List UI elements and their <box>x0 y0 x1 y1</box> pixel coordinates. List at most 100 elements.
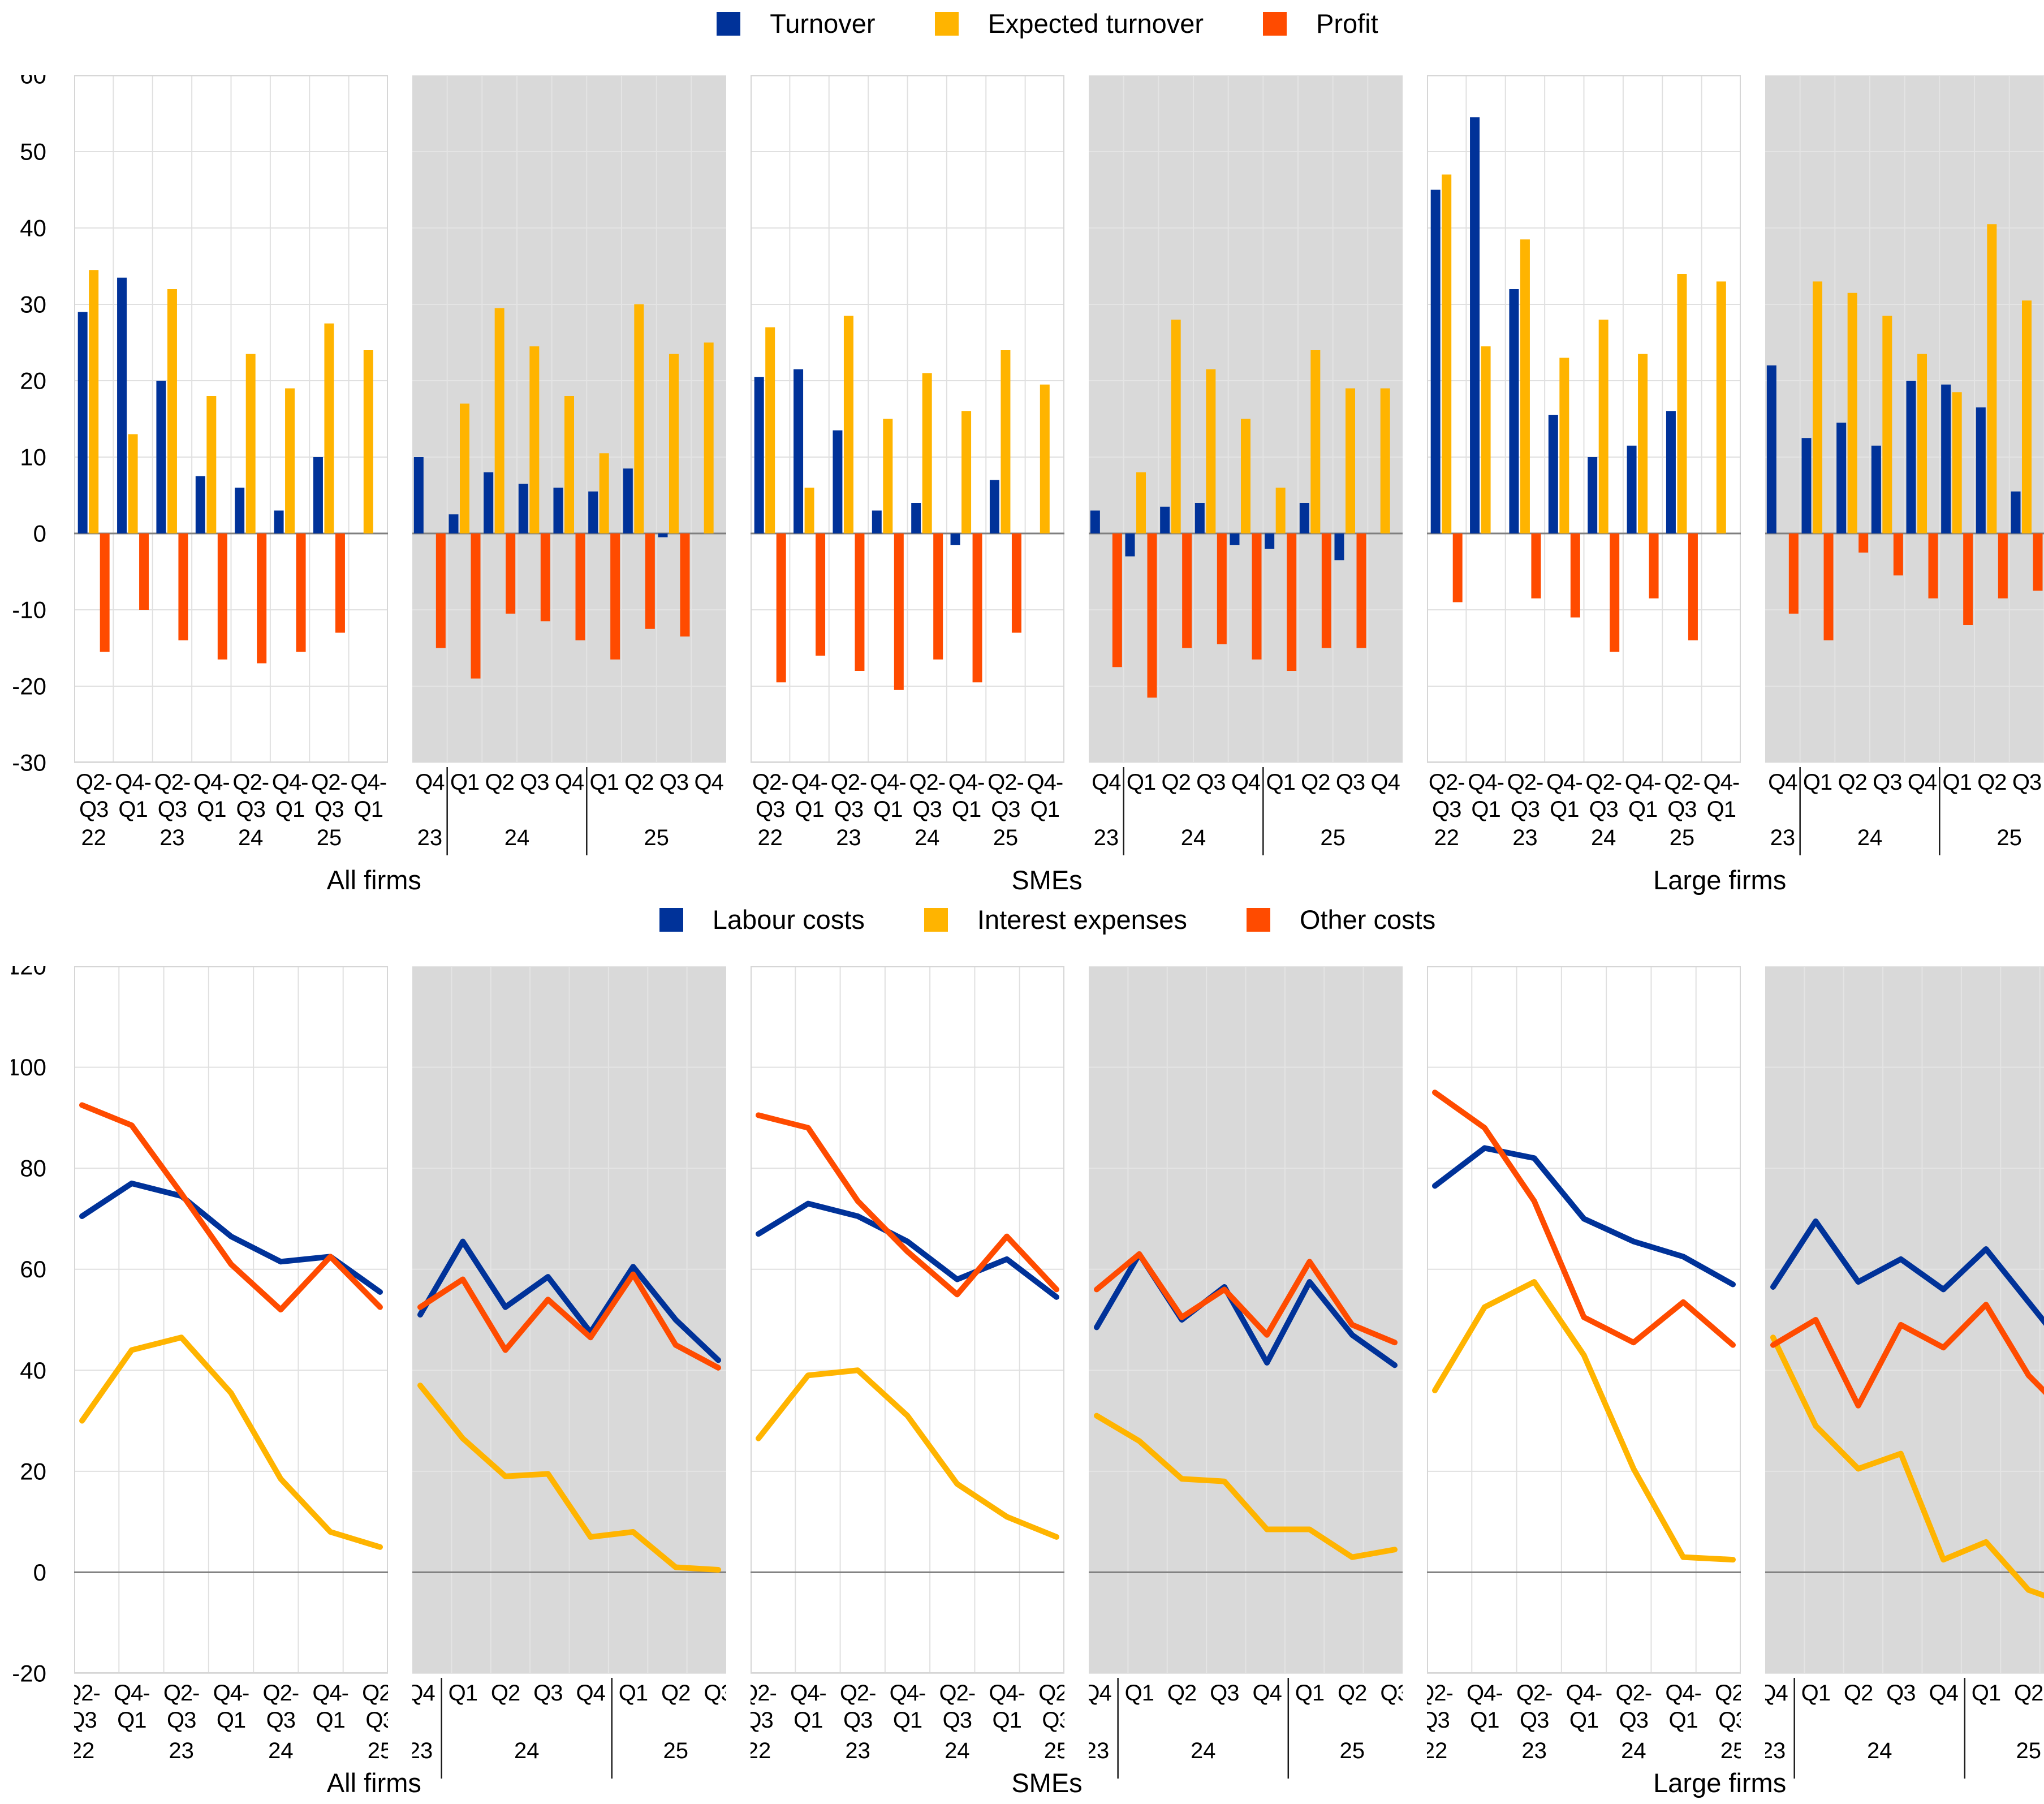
bar <box>1610 533 1620 652</box>
x-tick-label: Q4- <box>312 1681 348 1706</box>
bar <box>911 503 921 533</box>
panel-border <box>751 966 1064 1673</box>
y-tick-label: 40 <box>20 215 46 242</box>
bar <box>1442 174 1452 533</box>
x-tick-label: Q3 <box>1511 797 1540 822</box>
bar <box>1649 533 1659 599</box>
bar <box>961 411 972 533</box>
bar <box>413 457 424 533</box>
bar <box>235 488 245 533</box>
x-tick-label: Q3 <box>1196 770 1225 795</box>
bars-profit <box>100 533 345 664</box>
x-tick-label: Q2- <box>1429 770 1465 795</box>
x-tick-label: Q1 <box>1471 797 1500 822</box>
x-tick-label: Q3 <box>1210 1681 1239 1706</box>
year-label: 24 <box>1181 825 1206 850</box>
bar <box>1941 384 1951 533</box>
year-label: 23 <box>169 1738 194 1763</box>
bar <box>274 510 284 533</box>
caption-all-firms: All firms <box>326 1768 421 1798</box>
x-tick-label: Q1 <box>449 1681 477 1706</box>
x-tick-label: Q1 <box>873 797 902 822</box>
x-tick-label: Q4 <box>1768 770 1797 795</box>
bar <box>195 476 205 533</box>
panel-border <box>1427 75 1741 763</box>
bar <box>1627 445 1637 533</box>
x-tick-label: Q1 <box>795 797 823 822</box>
bar <box>1182 533 1192 648</box>
panel-all-firms-quarterly: Q4 Q1 Q2 Q3 Q4 Q1 Q2 Q3 23 24 25 <box>412 966 726 1779</box>
line-other-costs <box>1770 1302 2044 1409</box>
y-tick-label: 80 <box>20 1155 46 1182</box>
bar <box>167 289 177 533</box>
year-label: 23 <box>1770 825 1796 850</box>
x-tick-label: Q3 <box>365 1708 388 1733</box>
year-label: 24 <box>504 825 530 850</box>
x-tick-label: Q2 <box>661 1681 690 1706</box>
line-labour-costs <box>756 1200 1059 1300</box>
y-tick-label: 0 <box>33 1559 46 1586</box>
bar <box>1766 365 1776 533</box>
x-tick-label: Q4- <box>1625 770 1661 795</box>
bar <box>1299 503 1309 533</box>
year-label: 25 <box>1339 1738 1365 1763</box>
year-label: 22 <box>751 1738 771 1763</box>
line-interest-expenses <box>417 1383 721 1573</box>
year-label: 22 <box>1427 1738 1447 1763</box>
x-tick-label: Q2- <box>1664 770 1700 795</box>
bar <box>1011 533 1021 633</box>
bars-turnover <box>754 369 999 545</box>
x-tick-label: Q4 <box>1089 1681 1111 1706</box>
bar <box>1570 533 1580 618</box>
x-tick-label: Q3 <box>266 1708 295 1733</box>
x-tick-label: Q4- <box>1665 1681 1701 1706</box>
y-tick-label: 60 <box>20 1256 46 1282</box>
bar <box>754 377 764 533</box>
x-tick-label: Q3 <box>167 1708 196 1733</box>
x-tick-label: Q2- <box>1507 770 1543 795</box>
legend-item-profit: Profit <box>1263 8 1378 39</box>
bar <box>553 488 563 533</box>
bar <box>1677 274 1687 533</box>
bar <box>634 304 644 533</box>
bar <box>623 468 633 533</box>
x-tick-label: Q3 <box>834 797 863 822</box>
bar <box>494 308 504 533</box>
year-label: 23 <box>1512 825 1538 850</box>
bar <box>1836 423 1847 533</box>
line-labour-costs <box>1770 1218 2044 1326</box>
bar <box>449 514 459 533</box>
bar <box>950 533 960 545</box>
x-tick-label: Q1 <box>1942 770 1971 795</box>
year-label: 25 <box>1320 825 1346 850</box>
x-tick-label: Q3 <box>913 797 942 822</box>
year-label: 25 <box>317 825 342 850</box>
bar <box>206 396 217 533</box>
line-other-costs <box>79 1102 383 1313</box>
x-tick-label: Q2- <box>362 1681 388 1706</box>
x-tick-label: Q3 <box>1427 1708 1450 1733</box>
x-tick-label: Q4 <box>1092 770 1121 795</box>
year-label: 24 <box>945 1738 970 1763</box>
bars-profit <box>1112 533 1366 698</box>
panel-all-firms-halfyear: Q2- Q4- Q2- Q4- Q2- Q4- Q2- Q4-Q3 Q1 Q3 Q1 Q3 Q1 Q3 Q1… <box>74 75 388 850</box>
bar <box>1230 533 1240 545</box>
x-tick-label: Q2- <box>1615 1681 1651 1706</box>
year-label: 24 <box>1191 1738 1216 1763</box>
x-tick-label: Q1 <box>1803 770 1832 795</box>
y-tick-label: 100 <box>11 1054 46 1080</box>
year-label: 25 <box>1996 825 2022 850</box>
bar <box>1963 533 1973 625</box>
x-tick-label: Q4 <box>576 1681 605 1706</box>
x-tick-label: Q2 <box>1167 1681 1196 1706</box>
bar <box>1334 533 1344 561</box>
x-tick-label: Q1 <box>619 1681 648 1706</box>
x-tick-label: Q3 <box>991 797 1020 822</box>
line-interest-expenses <box>756 1367 1059 1540</box>
bar <box>100 533 110 652</box>
x-tick-label: Q1 <box>1125 1681 1154 1706</box>
line-other-costs <box>1432 1090 1736 1348</box>
x-tick-label: Q4 <box>1908 770 1937 795</box>
x-tick-label: Q2- <box>987 770 1024 795</box>
